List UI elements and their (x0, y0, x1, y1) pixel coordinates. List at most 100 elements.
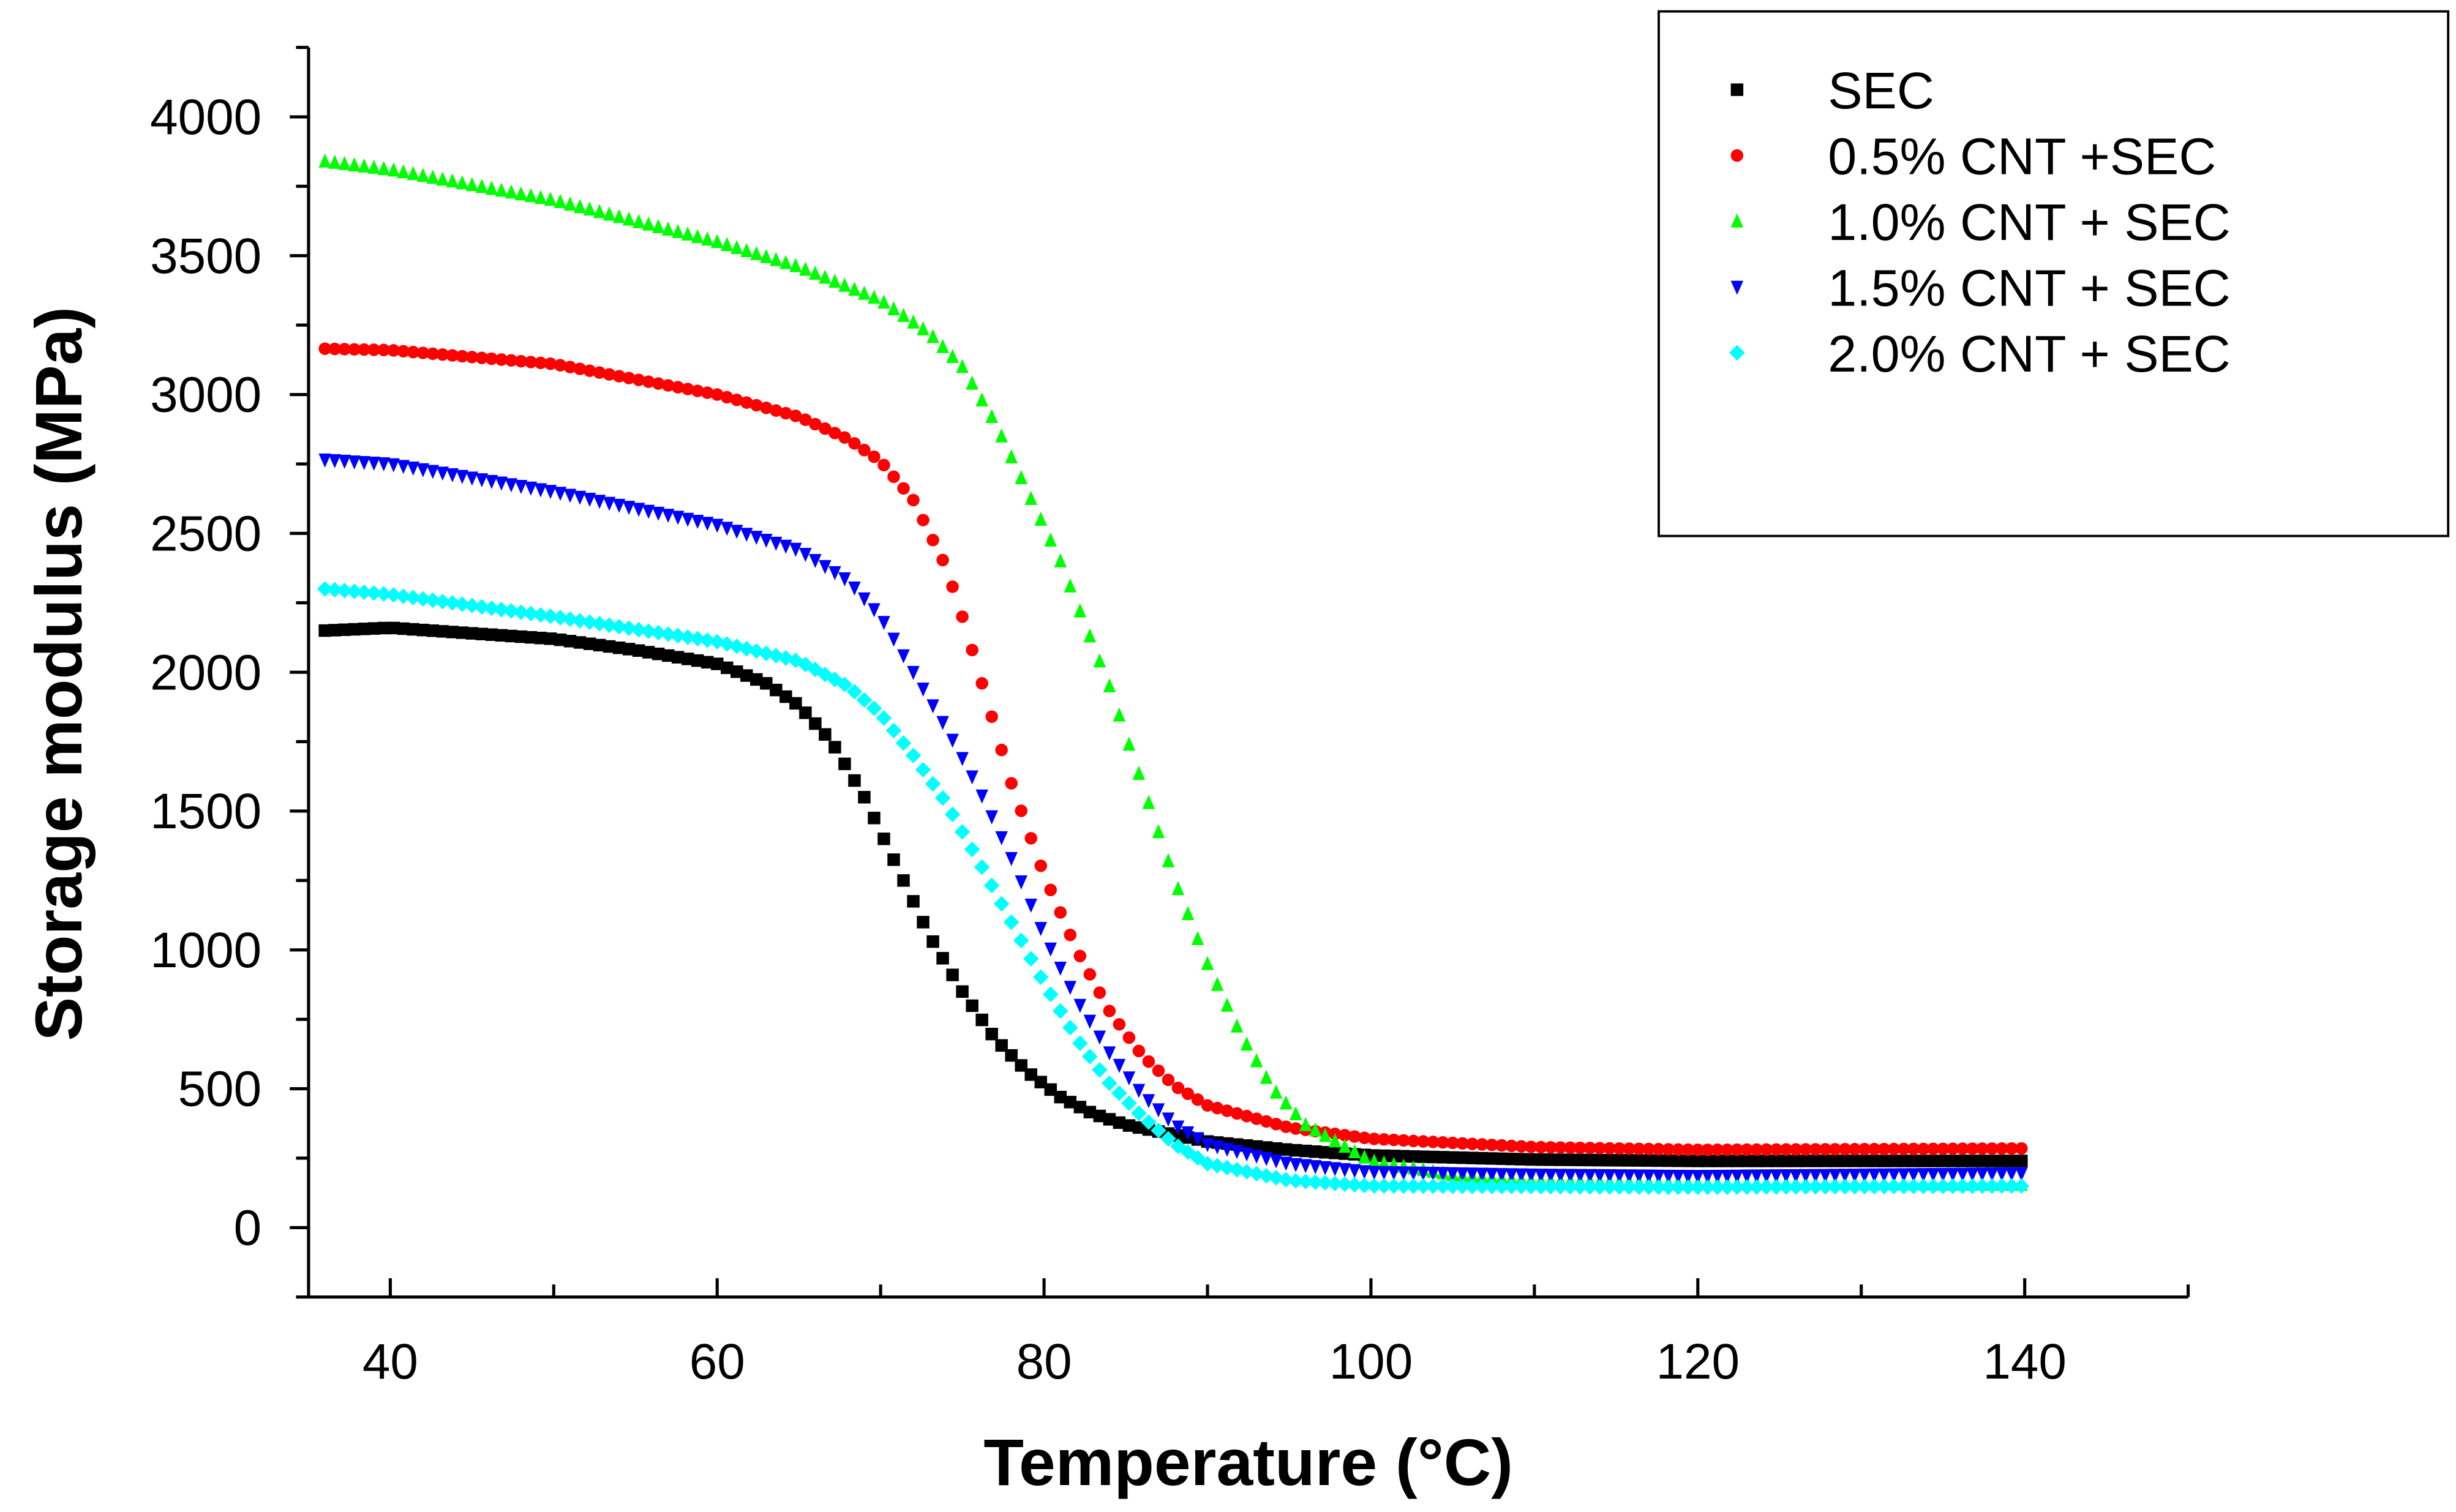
data-point (622, 372, 636, 384)
data-point (1191, 1093, 1204, 1106)
data-point (1897, 1142, 1910, 1156)
data-point (474, 599, 490, 615)
data-point (1770, 1155, 1783, 1167)
data-point (1986, 1142, 1999, 1155)
data-point (1740, 1143, 1754, 1156)
data-point (661, 509, 675, 523)
data-point (1064, 981, 1077, 995)
data-point (1750, 1155, 1763, 1167)
data-point (1240, 1109, 1253, 1123)
data-point (1574, 1169, 1587, 1183)
legend-label: 1.5% CNT + SEC (1828, 260, 2231, 317)
data-point (367, 343, 380, 356)
data-point (1289, 1143, 1302, 1157)
data-point (1917, 1168, 1930, 1183)
data-point (1986, 1155, 1999, 1167)
data-point (407, 623, 419, 636)
x-tick-label: 120 (1656, 1334, 1740, 1390)
data-point (622, 211, 636, 226)
data-point (405, 589, 421, 606)
data-point (975, 392, 988, 406)
data-point (671, 651, 685, 664)
data-point (1740, 1169, 1754, 1184)
data-point (670, 627, 686, 644)
data-point (1053, 1003, 1068, 1019)
data-point (1936, 1142, 1950, 1155)
data-point (1446, 1151, 1459, 1164)
data-markers (317, 153, 2030, 1196)
data-point (1034, 1076, 1047, 1088)
data-point (583, 364, 596, 377)
data-point (1515, 1140, 1528, 1153)
data-point (917, 916, 929, 929)
data-point (964, 841, 980, 858)
data-point (887, 301, 900, 316)
data-point (975, 677, 988, 690)
data-point (789, 697, 802, 710)
data-point (358, 455, 370, 470)
data-point (868, 290, 881, 304)
data-point (1662, 1143, 1675, 1156)
data-point (1083, 968, 1097, 981)
data-point (1681, 1155, 1695, 1167)
data-point (1700, 1179, 1716, 1196)
data-point (1250, 1140, 1263, 1153)
data-point (711, 657, 724, 670)
data-point (1388, 1133, 1400, 1147)
data-point (868, 812, 881, 825)
data-point (1799, 1155, 1812, 1167)
data-point (1388, 1150, 1400, 1162)
data-point (944, 806, 961, 823)
data-point (1984, 1178, 2000, 1194)
data-point (1436, 1167, 1449, 1181)
data-point (985, 1027, 998, 1041)
data-point (1750, 1143, 1763, 1156)
data-point (1015, 875, 1027, 889)
data-point (416, 346, 430, 359)
data-point (1348, 1130, 1361, 1143)
data-point (514, 186, 528, 201)
data-point (554, 633, 567, 646)
data-point (1721, 1169, 1734, 1184)
data-point (446, 626, 459, 638)
data-point (1427, 1167, 1440, 1181)
data-point (681, 512, 694, 527)
data-point (1670, 1179, 1686, 1196)
data-point (554, 193, 567, 208)
data-point (956, 752, 969, 766)
data-point (544, 485, 557, 500)
data-point (338, 343, 351, 356)
data-point (356, 584, 372, 601)
data-point (593, 495, 606, 509)
data-point (770, 683, 783, 697)
data-point (1064, 578, 1077, 593)
data-point (1672, 1169, 1685, 1184)
data-point (956, 985, 969, 998)
data-point (1386, 1178, 1402, 1194)
data-point (1926, 1155, 1940, 1167)
data-point (1887, 1155, 1901, 1167)
data-point (612, 641, 626, 654)
data-point (1552, 1178, 1569, 1195)
data-point (1476, 1151, 1489, 1165)
data-point (1260, 1151, 1273, 1166)
data-point (348, 157, 361, 171)
data-point (346, 583, 362, 599)
data-point (1339, 1139, 1351, 1153)
data-point (1719, 1179, 1735, 1196)
data-point (1779, 1169, 1793, 1184)
data-point (1211, 1140, 1224, 1155)
data-point (1103, 678, 1116, 693)
data-point (563, 361, 577, 373)
data-point (524, 356, 538, 369)
data-point (954, 824, 971, 840)
data-point (1250, 1150, 1263, 1164)
data-point (838, 431, 851, 444)
data-point (1554, 1169, 1567, 1183)
data-point (377, 457, 390, 472)
data-point (387, 162, 400, 177)
data-point (1346, 1177, 1363, 1193)
data-point (1808, 1179, 1823, 1195)
data-point (436, 625, 449, 638)
data-point (1289, 1106, 1302, 1121)
